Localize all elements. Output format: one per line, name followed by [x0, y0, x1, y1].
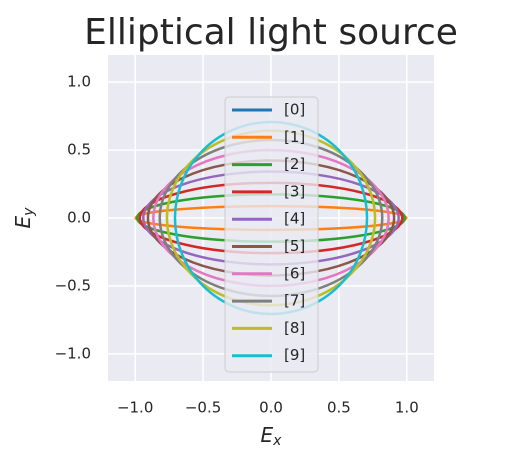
legend-label: [9]: [284, 346, 305, 364]
legend-label: [1]: [284, 128, 305, 146]
x-tick-label: 1.0: [395, 399, 419, 417]
x-tick-label: 0.5: [327, 399, 351, 417]
y-axis-label: Ey: [11, 207, 38, 229]
y-tick-label: 0.0: [67, 209, 91, 227]
legend-label: [0]: [284, 101, 305, 119]
legend-label: [5]: [284, 237, 305, 255]
legend-label: [4]: [284, 210, 305, 228]
y-label-sub: y: [21, 207, 37, 217]
x-tick-label: 0.0: [259, 399, 283, 417]
x-label-sub: x: [272, 433, 282, 449]
y-tick-label: −0.5: [55, 276, 91, 294]
x-tick-label: −0.5: [185, 399, 221, 417]
chart-title: Elliptical light source: [84, 12, 458, 53]
legend-label: [2]: [284, 155, 305, 173]
y-tick-label: 0.5: [67, 141, 91, 159]
y-tick-label: −1.0: [55, 344, 91, 362]
legend-label: [6]: [284, 264, 305, 282]
legend-label: [3]: [284, 182, 305, 200]
x-tick-label: −1.0: [117, 399, 153, 417]
x-axis-label: Ex: [261, 423, 283, 450]
y-tick-label: 1.0: [67, 73, 91, 91]
legend-label: [8]: [284, 319, 305, 337]
x-label-main: E: [261, 423, 274, 447]
legend-label: [7]: [284, 292, 305, 310]
y-label-main: E: [11, 215, 35, 228]
